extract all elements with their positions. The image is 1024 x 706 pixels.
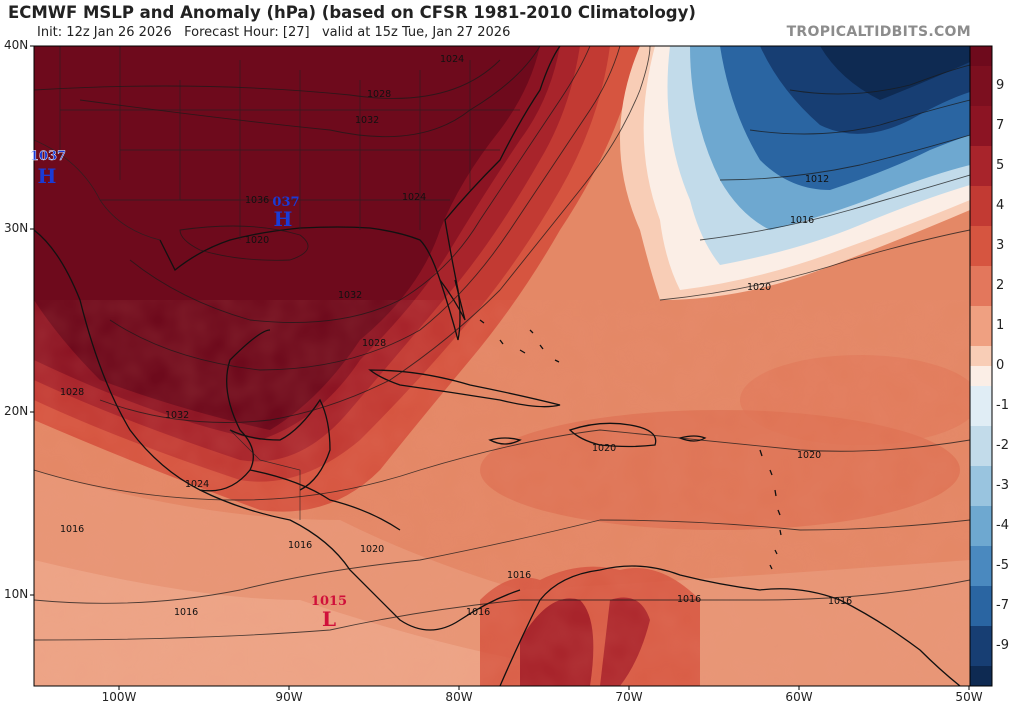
coastlines (34, 46, 961, 686)
pressure-value: 1015 (311, 594, 347, 609)
high-symbol: H (274, 207, 293, 231)
lon-label: 60W (785, 690, 813, 704)
lat-label: 30N (4, 221, 29, 235)
colorbar (969, 45, 993, 687)
lon-label: 100W (101, 690, 137, 704)
colorbar-label: -2 (996, 438, 1009, 453)
valid-time: valid at 15z Tue, Jan 27 2026 (321, 25, 511, 40)
lat-label: 40N (4, 38, 29, 52)
colorbar-label: -7 (996, 598, 1009, 613)
isobar-label: 1024 (440, 54, 464, 65)
colorbar-label: 2 (996, 278, 1005, 293)
forecast-hour: Forecast Hour: [27] (184, 25, 310, 40)
isobar-label: 1016 (677, 594, 701, 605)
brand-watermark: TROPICALTIDBITS.COM (786, 24, 971, 40)
low-symbol: L (322, 607, 336, 631)
colorbar-label: -3 (996, 478, 1009, 493)
isobar-label: 1024 (185, 479, 209, 490)
isobar-label: 1020 (245, 235, 269, 246)
isobar-label: 1028 (362, 338, 386, 349)
isobar-label: 1024 (402, 192, 426, 203)
high-symbol: H (38, 164, 57, 188)
colorbar-label: 9 (996, 78, 1005, 93)
high-pressure-center-gulf: 037 H (272, 195, 299, 231)
lat-label: 10N (4, 587, 29, 601)
colorbar-label: -9 (996, 638, 1009, 653)
init-time: Init: 12z Jan 26 2026 (37, 25, 172, 40)
isobar-label: 1032 (338, 290, 362, 301)
forecast-info: Init: 12z Jan 26 2026 Forecast Hour: [27… (37, 25, 510, 40)
isobar-label: 1012 (805, 174, 829, 185)
isobar-label: 1016 (507, 570, 531, 581)
colorbar-label: -4 (996, 518, 1009, 533)
isobar-label: 1028 (60, 387, 84, 398)
lon-label: 80W (445, 690, 473, 704)
isobar-label: 1016 (174, 607, 198, 618)
colorbar-label: -1 (996, 398, 1009, 413)
isobar-label: 1032 (165, 410, 189, 421)
pressure-centers: 1037 H 037 H 1015 L (30, 149, 347, 631)
isobars (34, 46, 970, 641)
lon-label: 90W (275, 690, 303, 704)
isobar-label: 1020 (360, 544, 384, 555)
pressure-value: 037 (272, 195, 299, 210)
chart-title: ECMWF MSLP and Anomaly (hPa) (based on C… (8, 3, 696, 22)
lat-label: 20N (4, 404, 29, 418)
colorbar-label: 4 (996, 198, 1005, 213)
high-pressure-center-west: 1037 H (30, 149, 67, 188)
colorbar-label: 1 (996, 318, 1005, 333)
isobar-label: 1016 (466, 607, 490, 618)
colorbar-label: 3 (996, 238, 1005, 253)
colorbar-label: 5 (996, 158, 1005, 173)
isobar-label: 1020 (797, 450, 821, 461)
isobar-label: 1016 (288, 540, 312, 551)
isobar-label: 1016 (60, 524, 84, 535)
colorbar-label: -5 (996, 558, 1009, 573)
colorbar-label: 0 (996, 358, 1005, 373)
borders (34, 46, 520, 520)
lon-label: 50W (955, 690, 983, 704)
isobar-labels: 1024 1028 1032 1036 1032 1028 1024 1028 … (60, 54, 852, 618)
isobar-label: 1028 (367, 89, 391, 100)
pressure-value: 1037 (30, 149, 66, 164)
isobar-label: 1036 (245, 195, 269, 206)
isobar-label: 1032 (355, 115, 379, 126)
low-pressure-center: 1015 L (311, 594, 347, 631)
isobar-label: 1020 (747, 282, 771, 293)
isobar-label: 1016 (790, 215, 814, 226)
lon-label: 70W (615, 690, 643, 704)
axis-ticks (30, 45, 970, 690)
colorbar-label: 7 (996, 118, 1005, 133)
anomaly-field (34, 46, 970, 686)
isobar-label: 1016 (828, 596, 852, 607)
isobar-label: 1020 (592, 443, 616, 454)
